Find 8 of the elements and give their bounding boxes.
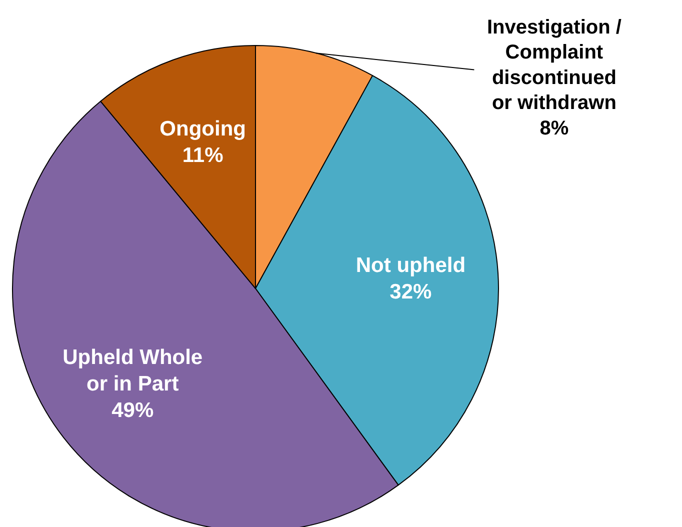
data-label: 32% <box>390 280 432 304</box>
slice-label: Ongoing <box>160 117 246 140</box>
data-label: 8% <box>540 118 569 140</box>
data-label: 49% <box>112 398 154 422</box>
data-label: 11% <box>182 144 224 167</box>
slice-label: Investigation / Complaint discontinued or withdrawn <box>486 16 622 114</box>
slice-label: Upheld Whole or in Part <box>62 346 203 396</box>
slice-label: Not upheld <box>356 254 466 278</box>
